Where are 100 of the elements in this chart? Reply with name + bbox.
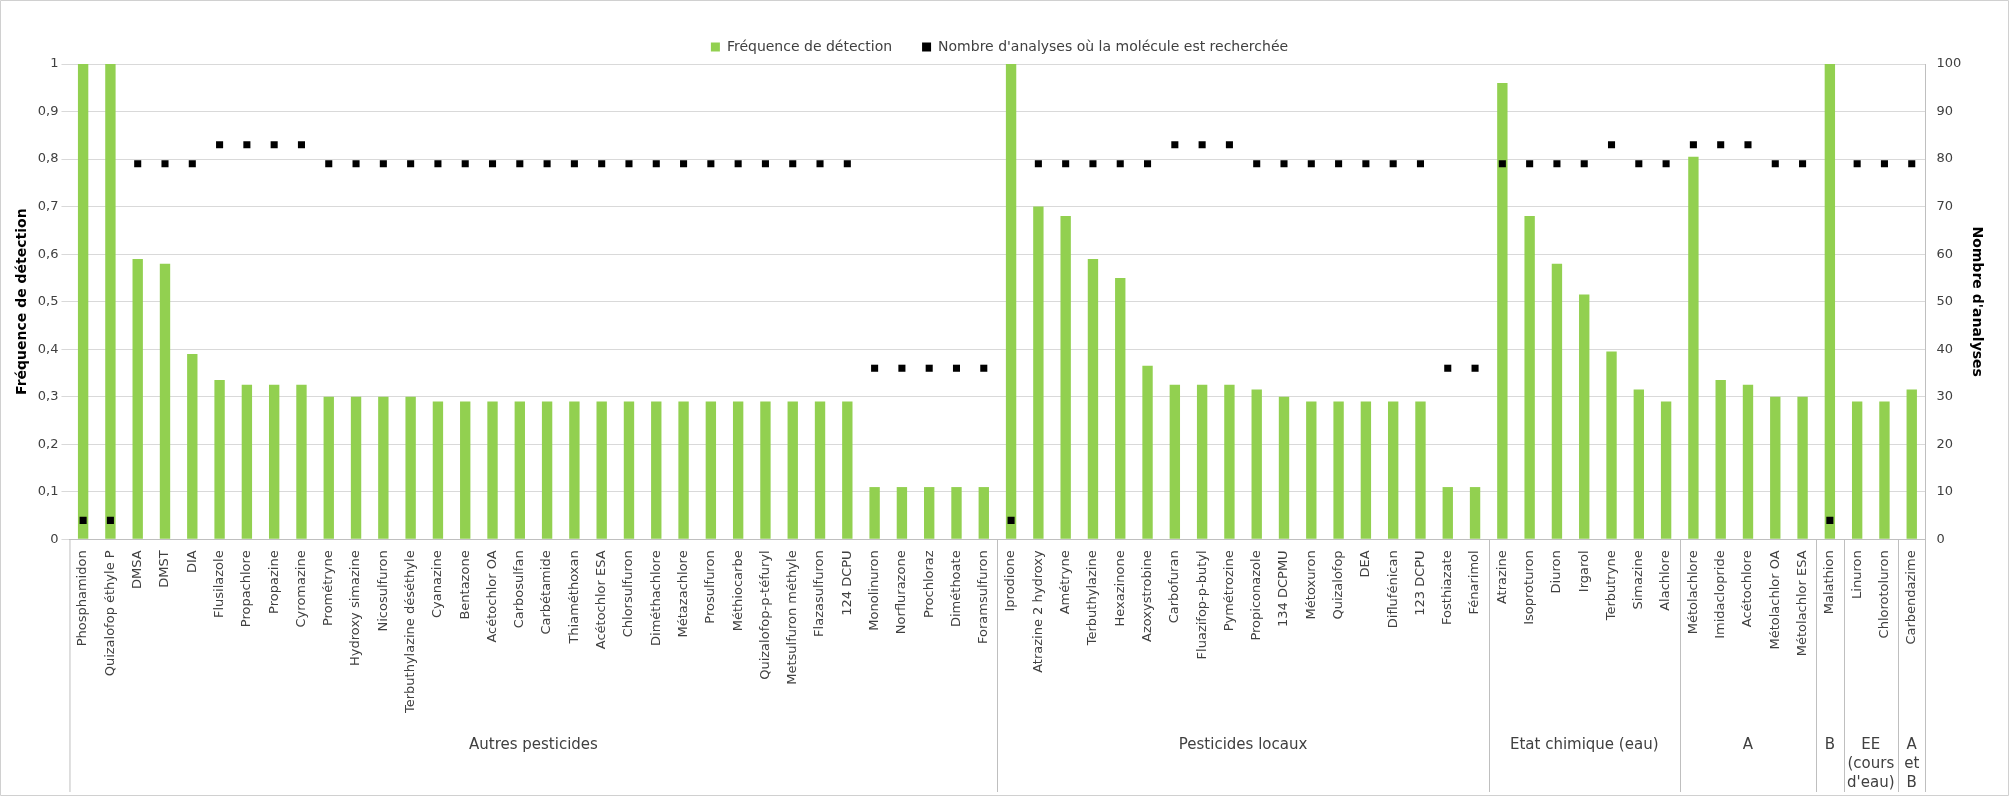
x-tick-label: 123 DCPU	[1411, 550, 1427, 616]
bar	[1551, 263, 1563, 539]
x-tick-label: Phosphamidon	[74, 550, 90, 647]
x-tick-label: Méthiocarbe	[729, 550, 745, 632]
y2-tick-label: 70	[1936, 197, 1953, 213]
legend-label: Fréquence de détection	[726, 37, 893, 54]
bar	[924, 487, 935, 539]
bar	[323, 396, 334, 539]
y-tick-label: 0,4	[37, 340, 59, 356]
bar	[1415, 401, 1426, 539]
bar	[1087, 258, 1099, 539]
bar	[1606, 351, 1617, 539]
text: A	[1742, 735, 1754, 754]
y2-tick-label: 100	[1936, 55, 1962, 71]
x-tick-label: Carbendazime	[1903, 550, 1919, 645]
bar	[869, 487, 880, 539]
x-tick-label: Carbofuran	[1166, 550, 1182, 624]
bar	[1033, 206, 1044, 539]
bar	[1715, 380, 1726, 539]
bar	[787, 401, 798, 539]
y-tick-label: 0	[50, 530, 59, 546]
text: A et B	[1904, 735, 1920, 792]
x-tick-label: Métazachlore	[674, 550, 690, 638]
bar	[296, 384, 307, 539]
bar	[651, 401, 662, 539]
text: Autres pesticides	[469, 735, 599, 754]
y2-tick-label: 0	[1936, 530, 1945, 546]
x-tick-label: Fosthiazate	[1439, 550, 1455, 625]
x-tick-label: Amétryne	[1057, 550, 1073, 615]
x-tick-label: Monolinuron	[865, 550, 881, 631]
y-tick-label: 0,6	[37, 245, 59, 261]
bar	[405, 396, 416, 539]
y-tick-label: 0,3	[37, 388, 59, 404]
y2-tick-label: 50	[1936, 293, 1953, 309]
x-tick-label: Hexazinone	[1111, 550, 1127, 627]
x-tick-label: DEA	[1357, 550, 1373, 578]
bar	[951, 487, 962, 539]
x-tick-label: Cyanazine	[429, 550, 445, 618]
bar	[1469, 487, 1481, 539]
bar	[842, 401, 853, 539]
x-tick-label: Propazine	[265, 550, 281, 614]
x-tick-label: Atrazine 2 hydroxy	[1029, 550, 1045, 673]
bar	[1770, 396, 1781, 539]
bar	[705, 401, 717, 539]
x-tick-label: Cyromazine	[292, 550, 308, 628]
x-tick-label: Azoxystrobine	[1138, 550, 1154, 643]
y2-tick-label: 30	[1936, 388, 1953, 404]
y-tick-label: 0,1	[37, 483, 59, 499]
bar	[1442, 487, 1453, 539]
bar	[105, 64, 116, 539]
bar	[978, 487, 989, 539]
bar	[814, 401, 826, 539]
x-tick-label: Linuron	[1848, 550, 1864, 599]
bar	[623, 401, 635, 539]
x-tick-label: Quizalofop-p-téfuryl	[756, 550, 772, 680]
bar	[1824, 64, 1836, 539]
bar	[1060, 216, 1071, 539]
x-tick-label: Métolachlor OA	[1766, 550, 1782, 650]
y2-tick-label: 10	[1936, 483, 1953, 499]
bar	[1142, 365, 1153, 539]
bar	[1115, 277, 1126, 539]
bar	[187, 353, 198, 539]
x-tick-label: Isoproturon	[1521, 550, 1537, 625]
x-tick-label: Acétochlor OA	[483, 550, 499, 643]
x-tick-label: DIA	[183, 550, 199, 574]
bar	[514, 401, 525, 539]
y-tick-label: 0,2	[37, 435, 59, 451]
x-tick-label: Foramsulfuron	[975, 550, 991, 644]
bar	[159, 263, 171, 539]
x-tick-label: Quizalofop	[1329, 550, 1345, 620]
bar	[678, 401, 689, 539]
x-tick-label: Flazasulfuron	[811, 550, 827, 637]
x-tick-label: DMSA	[129, 550, 145, 589]
bar	[460, 401, 471, 539]
bar	[1169, 384, 1181, 539]
y-tick-label: 0,7	[37, 197, 59, 213]
x-tick-label: Iprodione	[1002, 550, 1018, 612]
bar	[760, 401, 771, 539]
x-tick-label: Métolachlore	[1684, 550, 1700, 635]
bar	[268, 384, 280, 539]
x-tick-label: Terbuthylazine déséthyle	[402, 550, 418, 714]
x-tick-label: Terbuthylazine	[1084, 550, 1100, 647]
x-tick-label: Atrazine	[1493, 550, 1509, 605]
x-tick-label: Acétochlore	[1739, 550, 1755, 628]
x-tick-label: Diméthoate	[947, 550, 963, 627]
x-tick-label: Métoxuron	[1302, 550, 1318, 620]
bar	[1497, 83, 1508, 539]
y-tick-label: 0,5	[37, 293, 59, 309]
text: Etat chimique (eau)	[1509, 735, 1659, 754]
bar	[1742, 384, 1754, 539]
x-tick-label: Diméthachlore	[647, 550, 663, 646]
bar	[1797, 396, 1808, 539]
bar	[1633, 389, 1644, 539]
x-tick-label: 134 DCPMU	[1275, 550, 1291, 627]
x-tick-label: Propachlore	[238, 550, 254, 628]
x-tick-label: DMST	[156, 550, 172, 588]
x-tick-label: Flusilazole	[210, 550, 226, 619]
bar	[350, 396, 362, 539]
x-tick-label: Carbétamide	[538, 550, 554, 635]
x-tick-label: Thiaméthoxan	[565, 550, 581, 645]
